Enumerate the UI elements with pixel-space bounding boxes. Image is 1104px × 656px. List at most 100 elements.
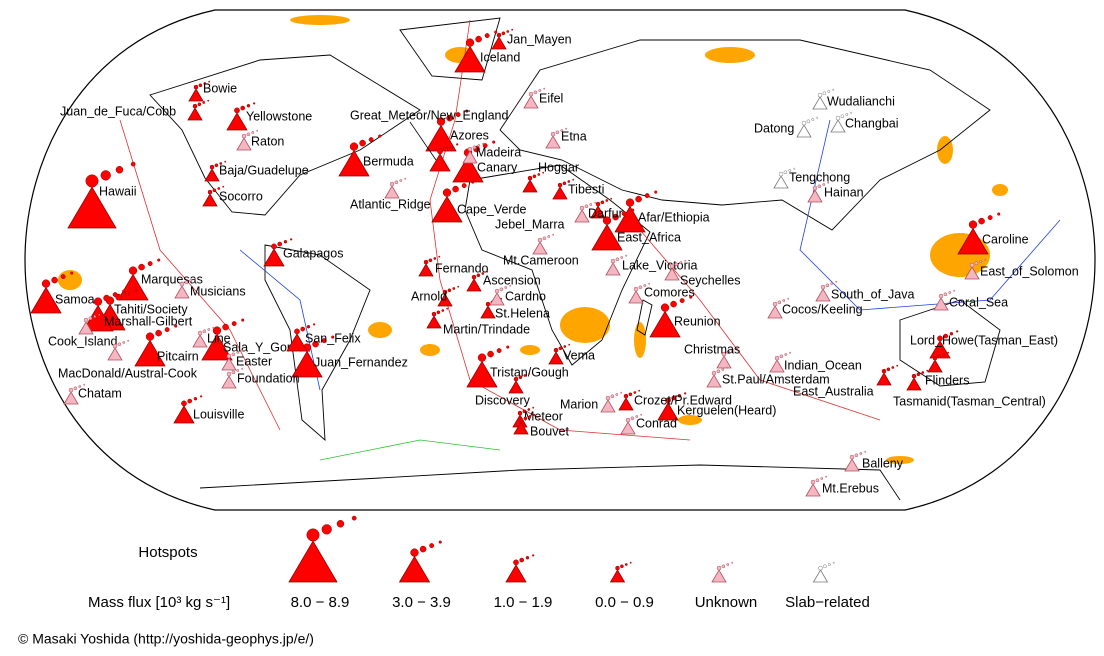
hotspot-marker — [548, 351, 564, 365]
hotspot-trail-dot — [783, 170, 788, 175]
hotspot-trail-dot — [321, 524, 332, 535]
hotspot-trail-dot — [236, 369, 240, 372]
hotspot-trail-dot — [677, 394, 682, 398]
hotspot-trail-dot — [825, 283, 830, 288]
hotspot-trail-dot — [83, 317, 89, 323]
hotspot-label: Ascension — [483, 273, 541, 287]
hotspot-trail-dot — [212, 188, 217, 193]
hotspot-marker — [620, 421, 636, 435]
hotspot-trail-dot — [187, 398, 192, 404]
hotspot-trail-dot — [207, 328, 211, 331]
hotspot-label: Tasmanid(Tasman_Central) — [893, 394, 1046, 408]
hotspot-trail-dot — [881, 368, 887, 374]
hotspot-trail-dot — [83, 383, 86, 386]
hotspot-trail-dot — [784, 353, 788, 356]
hotspot-trail-dot — [635, 415, 639, 418]
hotspot-trail-dot — [51, 276, 58, 284]
hotspot-trail-dot — [194, 277, 197, 280]
hotspot-trail-dot — [665, 397, 671, 404]
hotspot-trail-dot — [209, 164, 215, 170]
hotspot-label: Afar/Ethiopia — [638, 210, 710, 224]
hotspot-trail-dot — [212, 326, 222, 335]
hotspot-trail-dot — [476, 273, 481, 278]
hotspot-trail-dot — [679, 298, 685, 304]
hotspot-trail-dot — [290, 238, 293, 241]
hotspot-trail-dot — [731, 349, 735, 352]
hotspot-trail-dot — [774, 355, 780, 361]
hotspot-trail-dot — [438, 255, 441, 258]
hotspot-trail-dot — [778, 171, 784, 177]
hotspot-label: Cape_Verde — [457, 202, 527, 216]
hotspot-label: Seychelles — [680, 273, 740, 287]
hotspot-trail-dot — [978, 217, 985, 225]
hotspot-trail-dot — [832, 561, 835, 564]
hotspot-marker — [605, 262, 621, 276]
hotspot-label: Fernando — [435, 261, 489, 275]
hotspot-trail-dot — [241, 349, 244, 352]
hotspot-marker — [226, 112, 248, 131]
hotspot-marker — [600, 399, 616, 413]
hotspot-trail-dot — [827, 563, 831, 566]
hotspot-trail-dot — [251, 131, 255, 134]
hotspot-trail-dot — [115, 165, 124, 174]
hotspot-trail-dot — [494, 288, 500, 294]
hotspot-trail-dot — [979, 260, 983, 263]
hotspot-trail-dot — [638, 389, 641, 392]
hotspot-trail-dot — [482, 143, 488, 149]
hotspot-trail-dot — [793, 167, 796, 170]
hotspot-label: Hawaii — [99, 184, 137, 198]
hotspot-marker — [649, 310, 681, 338]
hotspot-trail-dot — [486, 270, 489, 273]
map-frame — [24, 9, 1096, 511]
hotspot-marker — [628, 290, 644, 304]
hotspot-trail-dot — [726, 366, 729, 369]
hotspot-marker — [291, 350, 323, 378]
hotspot-marker — [927, 359, 943, 373]
hotspot-trail-dot — [217, 187, 221, 190]
hotspot-marker — [812, 96, 828, 110]
hotspot-trail-dot — [93, 297, 103, 306]
hotspot-trail-dot — [827, 181, 830, 184]
hotspot-trail-dot — [806, 119, 811, 124]
hotspot-label: Tristan/Gough — [490, 365, 569, 379]
hotspot-marker — [552, 186, 568, 200]
hotspot-trail-dot — [419, 545, 427, 553]
hotspot-marker — [614, 205, 646, 233]
hotspot-trail-dot — [256, 129, 259, 132]
hotspot-label: Comores — [644, 285, 695, 299]
hotspot-label: Hainan — [824, 185, 864, 199]
hotspot-trail-dot — [331, 335, 335, 339]
hotspot-trail-dot — [788, 169, 792, 172]
hotspot-marker — [906, 377, 922, 391]
hotspot-trail-dot — [368, 137, 374, 143]
hotspot-trail-dot — [155, 329, 162, 337]
hotspot-label: Yellowstone — [246, 109, 312, 123]
hotspot-marker — [63, 391, 79, 405]
hotspot-trail-dot — [174, 324, 178, 328]
hotspot-trail-dot — [455, 112, 461, 118]
hotspot-trail-dot — [850, 111, 853, 114]
hotspot-trail-dot — [552, 233, 555, 236]
hotspot-marker — [706, 374, 722, 388]
hotspot-trail-dot — [203, 82, 207, 85]
hotspot-trail-dot — [236, 351, 240, 354]
hotspot-trail-dot — [555, 130, 560, 135]
hotspot-label: Mt.Cameroon — [503, 253, 579, 267]
hotspot-marker — [522, 179, 538, 193]
hotspot-trail-dot — [542, 236, 547, 241]
hotspot-marker — [532, 241, 548, 255]
hotspot-trail-dot — [777, 300, 782, 305]
hotspot-marker — [454, 45, 486, 73]
hotspot-marker — [263, 248, 285, 267]
hotspot-trail-dot — [461, 183, 467, 189]
hotspot-trail-dot — [124, 291, 130, 297]
hotspot-trail-dot — [300, 326, 305, 332]
hotspot-trail-dot — [306, 325, 311, 329]
hotspot-marker — [480, 305, 496, 319]
hotspot-trail-dot — [431, 311, 437, 317]
hotspot-trail-dot — [501, 31, 506, 36]
hotspot-trail-dot — [467, 146, 473, 152]
hotspot-trail-dot — [475, 35, 482, 43]
hotspot-trail-dot — [283, 240, 288, 244]
hotspot-trail-dot — [481, 272, 485, 275]
